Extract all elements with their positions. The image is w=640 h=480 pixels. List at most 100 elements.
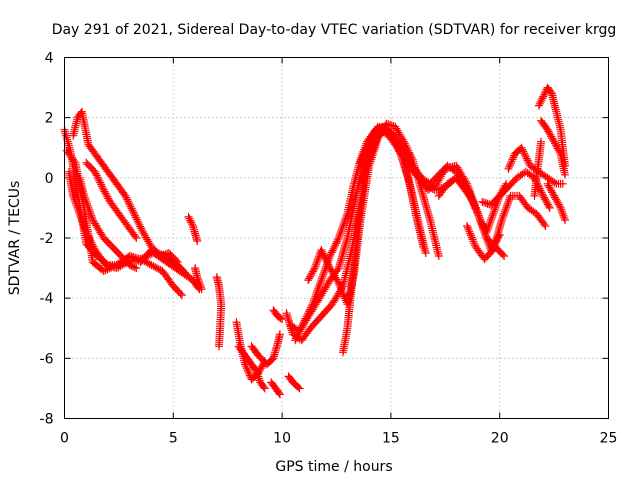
data-point — [121, 191, 130, 200]
data-point — [215, 342, 223, 351]
data-point — [72, 201, 81, 210]
data-point — [131, 211, 139, 220]
data-point — [293, 330, 302, 339]
data-point — [127, 204, 136, 213]
data-point — [337, 286, 346, 295]
data-point — [356, 158, 365, 167]
data-point — [474, 211, 483, 220]
data-point — [487, 215, 495, 224]
data-point — [559, 211, 568, 220]
data-point — [83, 201, 92, 210]
x-axis-label: GPS time / hours — [275, 459, 392, 475]
data-point — [490, 205, 499, 214]
data-point — [84, 233, 93, 242]
data-point — [537, 96, 546, 105]
series-track-25 — [478, 167, 554, 212]
data-point — [178, 291, 186, 300]
data-point — [80, 193, 89, 202]
data-point — [543, 179, 552, 188]
data-point — [501, 205, 510, 214]
data-point — [540, 220, 549, 229]
data-point — [561, 216, 569, 224]
data-point — [69, 191, 78, 200]
data-point — [548, 134, 557, 143]
data-point — [306, 272, 315, 281]
data-point — [468, 196, 477, 205]
data-point — [543, 125, 552, 134]
data-point — [310, 294, 319, 303]
data-point — [538, 94, 547, 103]
data-point — [86, 237, 95, 245]
data-point — [470, 239, 479, 248]
data-point — [554, 146, 563, 155]
data-point — [76, 211, 85, 220]
data-point — [306, 305, 314, 314]
series-track-5 — [75, 173, 141, 273]
data-point — [99, 267, 108, 276]
series-track-4 — [69, 107, 182, 267]
data-point — [94, 175, 103, 183]
data-point — [310, 296, 318, 305]
data-point — [244, 367, 253, 376]
data-point — [82, 197, 91, 206]
data-point — [308, 267, 317, 276]
data-point — [478, 221, 487, 230]
data-point — [241, 362, 250, 371]
data-point — [311, 262, 320, 271]
data-point — [122, 193, 131, 202]
data-point — [463, 223, 472, 232]
data-point — [294, 383, 303, 392]
data-point — [330, 243, 339, 251]
y-tick-label: -2 — [40, 231, 54, 247]
data-point — [470, 199, 479, 208]
data-point — [469, 237, 478, 246]
data-point — [87, 238, 96, 247]
data-point — [125, 200, 134, 209]
data-point — [464, 225, 473, 234]
y-tick-label: -4 — [40, 291, 54, 307]
data-point — [325, 262, 334, 271]
data-point — [336, 228, 345, 236]
data-point — [400, 137, 408, 146]
data-point — [145, 260, 154, 269]
data-point — [536, 98, 545, 106]
data-point — [298, 321, 307, 330]
data-point — [138, 226, 146, 235]
data-point — [539, 191, 548, 200]
data-point — [303, 311, 312, 319]
data-point — [504, 164, 513, 173]
data-point — [80, 224, 89, 232]
data-point — [275, 330, 284, 339]
data-point — [540, 90, 549, 99]
data-point — [478, 219, 486, 228]
series-track-6 — [82, 158, 141, 242]
data-point — [243, 366, 252, 374]
data-point — [334, 279, 343, 288]
data-point — [546, 88, 555, 97]
data-point — [469, 197, 478, 206]
data-point — [552, 197, 561, 205]
data-point — [311, 292, 320, 301]
data-point — [275, 390, 284, 399]
data-point — [364, 139, 373, 148]
data-point — [509, 153, 518, 162]
data-point — [196, 283, 205, 292]
data-point — [260, 384, 269, 393]
series-track-11 — [234, 342, 269, 393]
data-point — [135, 220, 144, 229]
data-point — [462, 178, 470, 186]
data-point — [184, 212, 193, 221]
data-point — [91, 169, 100, 178]
data-point — [550, 178, 559, 187]
data-point — [339, 222, 347, 230]
data-point — [81, 226, 90, 234]
data-point — [544, 127, 553, 136]
data-point — [130, 263, 139, 272]
data-point — [552, 195, 560, 204]
data-point — [313, 256, 322, 265]
data-point — [253, 370, 262, 379]
data-point — [359, 151, 368, 160]
data-point — [144, 251, 153, 260]
y-tick-label: 2 — [45, 111, 54, 127]
data-point — [471, 241, 479, 250]
